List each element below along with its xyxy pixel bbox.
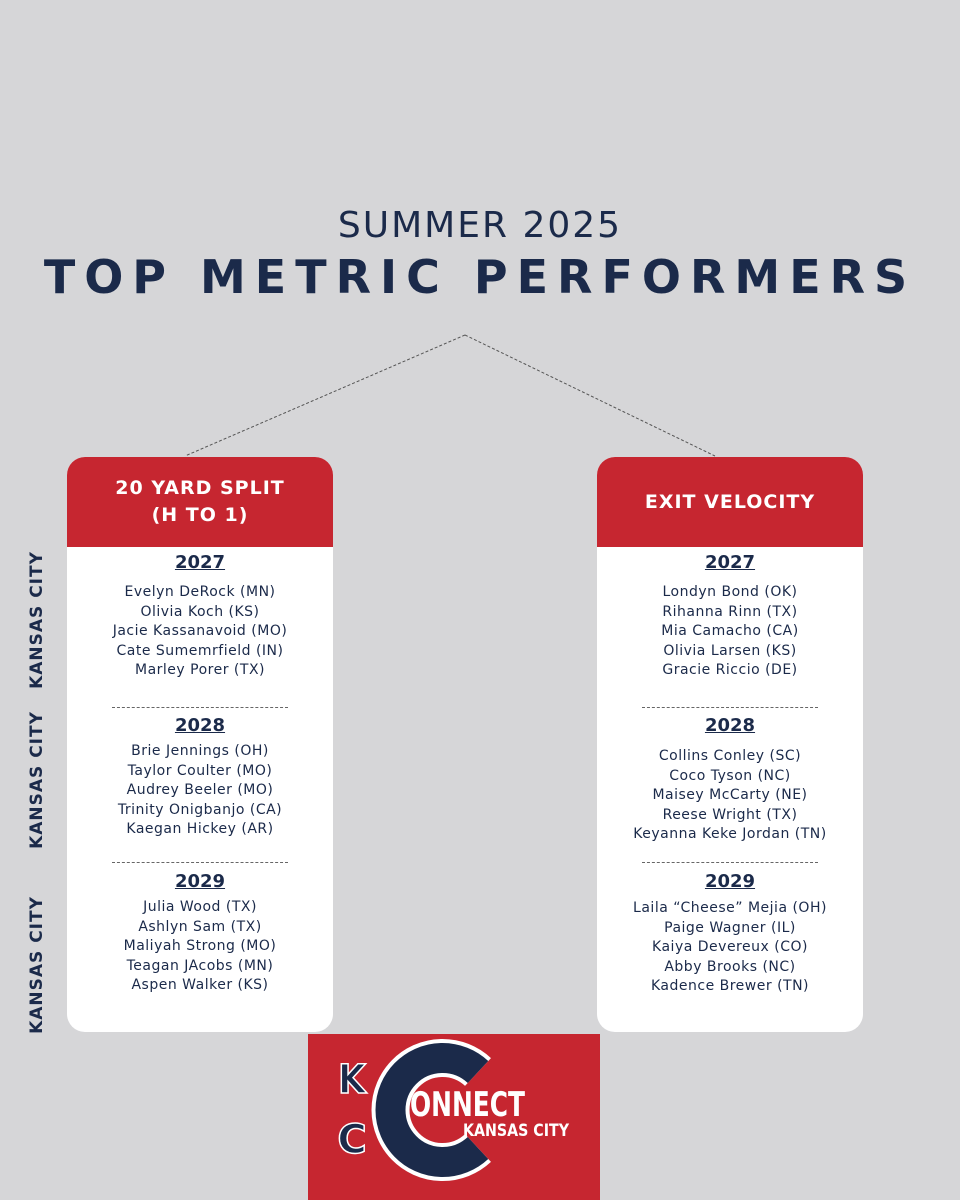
title: TOP METRIC PERFORMERS <box>43 250 917 304</box>
player-name: Olivia Larsen (KS) <box>663 642 797 659</box>
player-name: Audrey Beeler (MO) <box>126 782 274 799</box>
player-name: Kadence Brewer (TN) <box>650 978 810 995</box>
logo-c <box>375 1043 489 1177</box>
card-title: 20 YARD SPLIT <box>115 477 285 499</box>
divider <box>112 862 288 863</box>
player-name: Londyn Bond (OK) <box>662 584 798 600</box>
player-name: Maisey McCarty (NE) <box>652 787 808 804</box>
player-name: Gracie Riccio (DE) <box>662 662 798 679</box>
player-name: Marley Porer (TX) <box>135 662 265 679</box>
logo-city: KANSAS CITY <box>463 1121 570 1141</box>
player-name: Teagan JAcobs (MN) <box>126 957 274 974</box>
divider <box>642 707 818 708</box>
player-name: Keyanna Keke Jordan (TN) <box>633 826 827 843</box>
divider <box>642 862 818 863</box>
player-name: Mia Camacho (CA) <box>661 623 799 640</box>
player-name: Reese Wright (TX) <box>662 806 798 823</box>
logo-k: K <box>338 1057 367 1103</box>
connector <box>464 334 716 457</box>
connector <box>184 334 466 457</box>
player-name: Coco Tyson (NC) <box>669 767 791 784</box>
player-name: Jacie Kassanavoid (MO) <box>112 623 288 640</box>
logo: K C ONNECT KANSAS CITY <box>308 1034 600 1200</box>
card-title: (H TO 1) <box>151 504 249 526</box>
logo-word: ONNECT <box>410 1085 526 1125</box>
player-name: Laila “Cheese” Mejia (OH) <box>633 900 827 916</box>
player-name: Collins Conley (SC) <box>658 748 802 764</box>
player-name: Rihanna Rinn (TX) <box>662 603 798 620</box>
player-name: Olivia Koch (KS) <box>140 603 260 620</box>
player-name: Julia Wood (TX) <box>143 899 257 915</box>
player-name: Evelyn DeRock (MN) <box>124 584 276 600</box>
card-title: EXIT VELOCITY <box>644 490 816 513</box>
player-name: Kaiya Devereux (CO) <box>652 939 808 956</box>
player-name: Trinity Onigbanjo (CA) <box>117 801 283 818</box>
year-heading: 2028 <box>174 715 226 736</box>
player-name: Ashlyn Sam (TX) <box>138 918 262 935</box>
divider <box>112 707 288 708</box>
player-name: Aspen Walker (KS) <box>131 977 269 994</box>
player-name: Kaegan Hickey (AR) <box>126 821 274 838</box>
player-name: Cate Sumemrfield (IN) <box>116 642 284 659</box>
card-header: 20 YARD SPLIT (H TO 1) <box>67 457 333 547</box>
player-name: Abby Brooks (NC) <box>664 958 796 975</box>
year-heading: 2027 <box>704 552 756 573</box>
side-label: KANSAS CITY <box>27 551 47 689</box>
player-name: Maliyah Strong (MO) <box>123 938 277 955</box>
card-header: EXIT VELOCITY <box>597 457 863 547</box>
year-heading: 2027 <box>174 552 226 573</box>
subtitle: SUMMER 2025 <box>337 205 623 246</box>
side-label: KANSAS CITY <box>27 896 47 1034</box>
year-heading: 2028 <box>704 715 756 736</box>
logo-c-letter: C <box>337 1117 366 1163</box>
year-heading: 2029 <box>174 871 226 892</box>
player-name: Brie Jennings (OH) <box>131 743 269 759</box>
year-heading: 2029 <box>704 871 756 892</box>
player-name: Paige Wagner (IL) <box>664 919 796 936</box>
player-name: Taylor Coulter (MO) <box>127 762 273 779</box>
side-label: KANSAS CITY <box>27 711 47 849</box>
card: 20 YARD SPLIT (H TO 1) 2027 Evelyn DeRock (… <box>67 457 333 1032</box>
card: EXIT VELOCITY 2027 Londyn Bond (OK) Rihanna… <box>597 457 863 1032</box>
